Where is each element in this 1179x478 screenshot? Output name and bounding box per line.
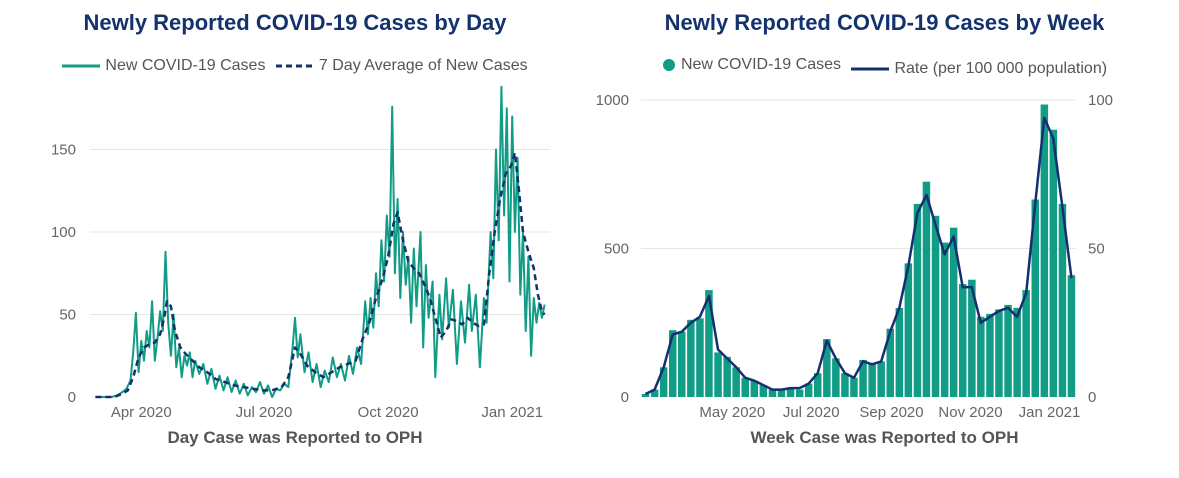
weekly-case-bar (650, 389, 659, 397)
x-tick-label: Jul 2020 (236, 404, 293, 421)
weekly-case-bar (1004, 304, 1012, 397)
y-tick-label: 500 (604, 241, 629, 258)
weekly-case-bar (795, 389, 804, 397)
y-tick-label: 150 (51, 142, 76, 159)
weekly-case-bar (968, 279, 976, 397)
weekly-case-bar (786, 388, 795, 397)
weekly-case-bar (669, 330, 677, 397)
legend-item-7day-average[interactable]: 7 Day Average of New Cases (275, 57, 528, 75)
daily-chart-legend: New COVID-19 Cases 7 Day Average of New … (0, 56, 590, 75)
weekly-case-bar (814, 373, 822, 397)
x-tick-label: Jan 2021 (481, 404, 543, 421)
series-line-7day-average (95, 151, 546, 399)
legend-swatch-dashed-line (275, 64, 314, 68)
x-tick-label: Apr 2020 (111, 404, 172, 421)
daily-cases-chart: Newly Reported COVID-19 Cases by Day New… (0, 10, 590, 447)
series-line-new-cases (95, 85, 546, 398)
weekly-case-bar (641, 394, 650, 397)
weekly-case-bar (759, 385, 768, 397)
weekly-case-bar (1040, 104, 1049, 397)
x-tick-label: Sep 2020 (859, 404, 923, 421)
weekly-case-bar (705, 290, 713, 397)
weekly-case-bar (1031, 199, 1039, 397)
weekly-case-bar (1013, 307, 1021, 397)
legend-item-weekly-cases[interactable]: New COVID-19 Cases (662, 56, 841, 74)
legend-item-rate[interactable]: Rate (per 100 000 population) (851, 60, 1107, 78)
weekly-case-bar (823, 339, 831, 397)
weekly-case-bar (723, 356, 731, 397)
weekly-case-bar (1022, 290, 1030, 397)
y2-tick-label: 50 (1088, 241, 1105, 258)
x-tick-label: Oct 2020 (358, 404, 419, 421)
weekly-case-bar (904, 263, 913, 397)
y-tick-label: 100 (51, 224, 76, 241)
y-tick-label: 1000 (596, 92, 629, 109)
weekly-chart-plot: 0 500 1000 0 50 100 May 2020 Jul 2020 Sep 2020 No… (596, 92, 1113, 421)
daily-chart-title: Newly Reported COVID-19 Cases by Day (83, 10, 507, 35)
weekly-case-bar (977, 316, 985, 397)
weekly-case-bar (931, 215, 940, 397)
weekly-case-bar (986, 313, 994, 397)
weekly-case-bar (1067, 275, 1076, 397)
weekly-case-bar (940, 242, 949, 397)
weekly-chart-title: Newly Reported COVID-19 Cases by Week (664, 10, 1105, 35)
weekly-chart-legend: New COVID-19 Cases Rate (per 100 000 pop… (590, 56, 1179, 78)
weekly-case-bar (678, 331, 686, 397)
weekly-case-bar (886, 328, 894, 397)
weekly-case-bar (1049, 129, 1058, 397)
legend-swatch-circle (662, 59, 675, 71)
weekly-case-bar (687, 319, 695, 397)
legend-swatch-rate-line (851, 67, 890, 71)
x-tick-label: May 2020 (699, 404, 765, 421)
y2-tick-label: 0 (1088, 389, 1096, 406)
daily-chart-plot: 0 50 100 150 Apr 2020 Jul 2020 Oct 2020 Jan 202… (51, 85, 550, 421)
legend-item-new-cases[interactable]: New COVID-19 Cases (62, 57, 265, 75)
legend-label-rate: Rate (per 100 000 population) (894, 60, 1108, 77)
weekly-case-bar (832, 358, 840, 397)
weekly-case-bar (750, 380, 759, 397)
weekly-case-bar (913, 203, 922, 397)
weekly-case-bar (859, 359, 867, 397)
weekly-case-bar (1058, 203, 1067, 397)
y-tick-label: 0 (621, 389, 629, 406)
y2-tick-label: 100 (1088, 92, 1113, 109)
daily-chart-x-axis-title: Day Case was Reported to OPH (167, 428, 423, 447)
legend-label-7day-average: 7 Day Average of New Cases (318, 57, 528, 74)
series-line-rate (644, 116, 1073, 396)
weekly-case-bar (949, 227, 958, 397)
y-tick-label: 50 (59, 307, 76, 324)
legend-label-weekly-cases: New COVID-19 Cases (680, 56, 841, 73)
weekly-case-bar (959, 284, 967, 397)
y-tick-label: 0 (68, 389, 76, 406)
legend-label-new-cases: New COVID-19 Cases (105, 57, 266, 74)
weekly-case-bar (804, 383, 813, 397)
weekly-case-bar (841, 373, 849, 397)
weekly-cases-chart: Newly Reported COVID-19 Cases by Week Ne… (590, 0, 1179, 478)
x-tick-label: Jul 2020 (783, 404, 840, 421)
weekly-case-bar (895, 307, 904, 397)
weekly-chart-x-axis-title: Week Case was Reported to OPH (750, 428, 1019, 447)
weekly-case-bar (732, 367, 740, 397)
x-tick-label: Nov 2020 (938, 404, 1002, 421)
weekly-case-bar (768, 389, 777, 397)
weekly-case-bar (696, 318, 704, 397)
weekly-case-bar (714, 352, 722, 397)
weekly-case-bar (777, 389, 786, 397)
weekly-case-bar (868, 362, 876, 397)
legend-swatch-solid-line (62, 64, 101, 68)
weekly-case-bar (995, 309, 1003, 397)
weekly-case-bar (659, 367, 668, 397)
x-tick-label: Jan 2021 (1019, 404, 1081, 421)
weekly-case-bar (741, 377, 749, 397)
weekly-case-bar (877, 361, 885, 397)
weekly-case-bar (922, 181, 931, 397)
weekly-case-bar (850, 377, 858, 397)
